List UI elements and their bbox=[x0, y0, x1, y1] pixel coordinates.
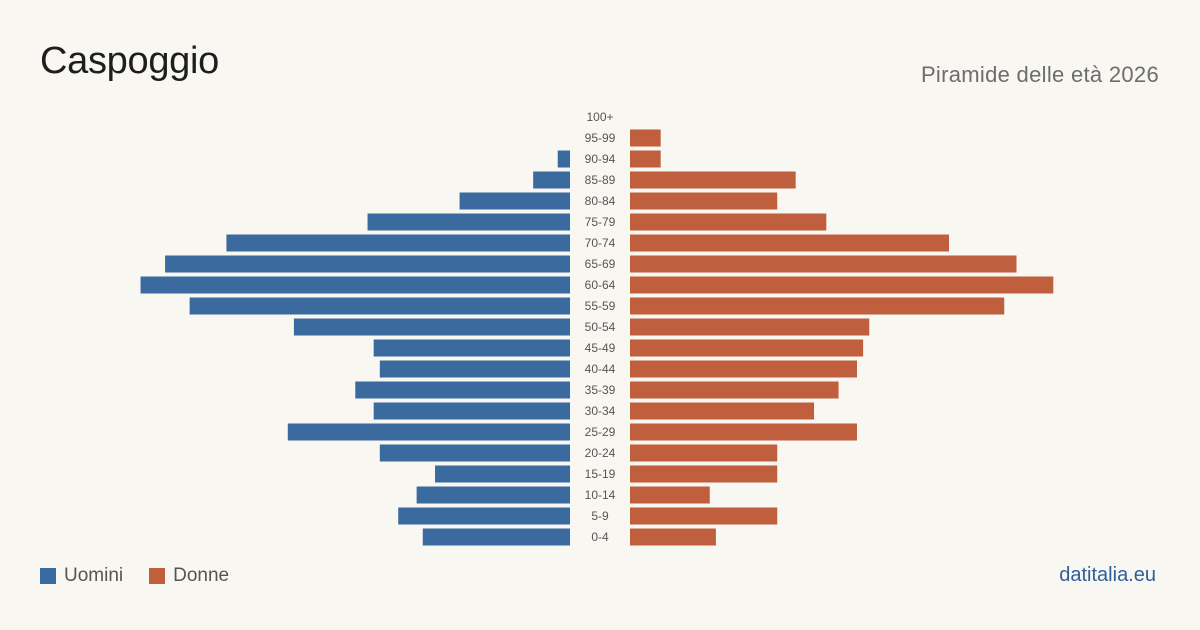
age-label-100plus: 100+ bbox=[586, 110, 613, 124]
bar-uomini-40-44 bbox=[379, 360, 570, 378]
bar-donne-90-94 bbox=[630, 150, 661, 168]
legend-swatch-uomini bbox=[40, 568, 56, 584]
bar-uomini-65-69 bbox=[165, 255, 570, 273]
bar-donne-75-79 bbox=[630, 213, 827, 231]
age-label-45-49: 45-49 bbox=[585, 341, 616, 355]
age-label-0-4: 0-4 bbox=[591, 530, 609, 544]
bar-donne-10-14 bbox=[630, 486, 710, 504]
bar-uomini-25-29 bbox=[287, 423, 570, 441]
page-title: Caspoggio bbox=[40, 40, 219, 82]
legend-label-donne: Donne bbox=[173, 565, 230, 586]
bar-donne-50-54 bbox=[630, 318, 870, 336]
age-label-40-44: 40-44 bbox=[585, 362, 616, 376]
bar-uomini-45-49 bbox=[373, 339, 570, 357]
bar-uomini-85-89 bbox=[533, 171, 570, 189]
age-label-65-69: 65-69 bbox=[585, 257, 616, 271]
bar-uomini-60-64 bbox=[140, 276, 571, 294]
bar-donne-15-19 bbox=[630, 465, 778, 483]
age-label-50-54: 50-54 bbox=[585, 320, 616, 334]
bar-donne-25-29 bbox=[630, 423, 857, 441]
bar-donne-70-74 bbox=[630, 234, 950, 252]
age-label-75-79: 75-79 bbox=[585, 215, 616, 229]
brand-link[interactable]: datitalia.eu bbox=[1059, 564, 1156, 586]
legend-label-uomini: Uomini bbox=[64, 565, 124, 586]
age-label-5-9: 5-9 bbox=[591, 509, 609, 523]
bar-uomini-0-4 bbox=[422, 528, 570, 546]
bar-uomini-75-79 bbox=[367, 213, 570, 231]
bar-uomini-70-74 bbox=[226, 234, 570, 252]
bar-donne-45-49 bbox=[630, 339, 864, 357]
bar-uomini-35-39 bbox=[355, 381, 570, 399]
population-pyramid-chart: 100+ 95-99 90-94 85-89 80-84 75-79 70-74 65-69 6… bbox=[140, 110, 1054, 546]
age-label-95-99: 95-99 bbox=[585, 131, 616, 145]
bar-uomini-90-94 bbox=[557, 150, 570, 168]
bar-donne-60-64 bbox=[630, 276, 1054, 294]
age-label-20-24: 20-24 bbox=[585, 446, 616, 460]
bar-donne-55-59 bbox=[630, 297, 1005, 315]
bar-donne-20-24 bbox=[630, 444, 778, 462]
legend: Uomini Donne bbox=[40, 565, 255, 587]
legend-item-donne: Donne bbox=[149, 565, 229, 587]
age-label-60-64: 60-64 bbox=[585, 278, 616, 292]
bar-donne-95-99 bbox=[630, 129, 661, 147]
bar-uomini-50-54 bbox=[293, 318, 570, 336]
bar-donne-65-69 bbox=[630, 255, 1017, 273]
legend-item-uomini: Uomini bbox=[40, 565, 123, 587]
bar-donne-85-89 bbox=[630, 171, 796, 189]
age-label-35-39: 35-39 bbox=[585, 383, 616, 397]
age-label-85-89: 85-89 bbox=[585, 173, 616, 187]
bar-donne-35-39 bbox=[630, 381, 839, 399]
bar-donne-0-4 bbox=[630, 528, 716, 546]
bar-uomini-15-19 bbox=[435, 465, 570, 483]
bar-uomini-80-84 bbox=[459, 192, 570, 210]
age-label-30-34: 30-34 bbox=[585, 404, 616, 418]
bar-uomini-20-24 bbox=[379, 444, 570, 462]
age-label-55-59: 55-59 bbox=[585, 299, 616, 313]
bar-donne-40-44 bbox=[630, 360, 857, 378]
bar-uomini-10-14 bbox=[416, 486, 570, 504]
age-label-10-14: 10-14 bbox=[585, 488, 616, 502]
bar-donne-5-9 bbox=[630, 507, 778, 525]
age-label-70-74: 70-74 bbox=[585, 236, 616, 250]
bar-uomini-5-9 bbox=[398, 507, 570, 525]
age-label-25-29: 25-29 bbox=[585, 425, 616, 439]
bar-uomini-55-59 bbox=[189, 297, 570, 315]
age-label-15-19: 15-19 bbox=[585, 467, 616, 481]
legend-swatch-donne bbox=[149, 568, 166, 584]
bar-donne-80-84 bbox=[630, 192, 778, 210]
bar-uomini-30-34 bbox=[373, 402, 570, 420]
chart-subtitle: Piramide delle età 2026 bbox=[920, 62, 1159, 87]
age-label-90-94: 90-94 bbox=[585, 152, 616, 166]
bar-donne-30-34 bbox=[630, 402, 815, 420]
age-label-80-84: 80-84 bbox=[585, 194, 616, 208]
